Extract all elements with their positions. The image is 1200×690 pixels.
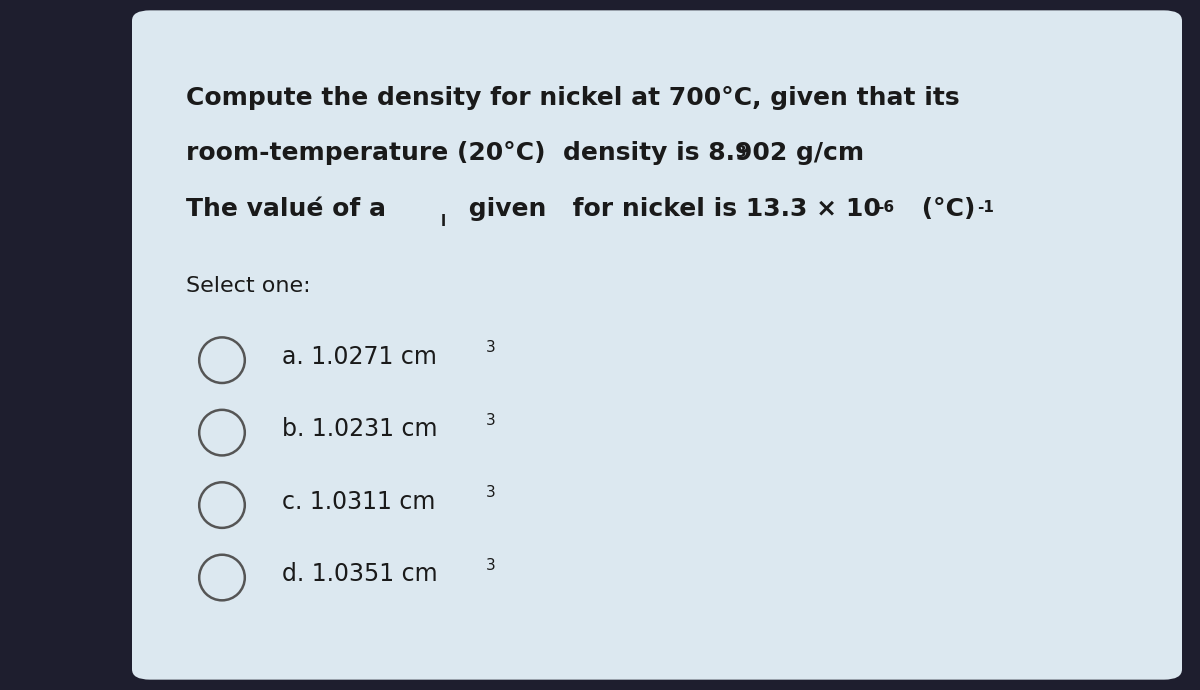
Text: 3: 3	[486, 413, 496, 428]
Text: 3: 3	[486, 485, 496, 500]
Text: room-temperature (20°C)  density is 8.902 g/cm: room-temperature (20°C) density is 8.902…	[186, 141, 864, 166]
FancyBboxPatch shape	[132, 10, 1182, 680]
Text: (°C): (°C)	[913, 197, 976, 221]
Text: 3: 3	[486, 340, 496, 355]
Text: l: l	[442, 214, 446, 229]
Text: -1: -1	[977, 200, 994, 215]
Text: Select one:: Select one:	[186, 276, 311, 296]
Text: d. 1.0351 cm: d. 1.0351 cm	[282, 562, 438, 586]
Text: The valué of a: The valué of a	[186, 197, 386, 221]
Text: a. 1.0271 cm: a. 1.0271 cm	[282, 345, 437, 369]
Text: -6: -6	[877, 200, 894, 215]
Text: 3: 3	[486, 558, 496, 573]
Text: given   for nickel is 13.3 × 10: given for nickel is 13.3 × 10	[460, 197, 881, 221]
Text: 3: 3	[736, 145, 746, 160]
Text: Compute the density for nickel at 700°C, given that its: Compute the density for nickel at 700°C,…	[186, 86, 960, 110]
Text: c. 1.0311 cm: c. 1.0311 cm	[282, 490, 436, 514]
Text: b. 1.0231 cm: b. 1.0231 cm	[282, 417, 438, 442]
